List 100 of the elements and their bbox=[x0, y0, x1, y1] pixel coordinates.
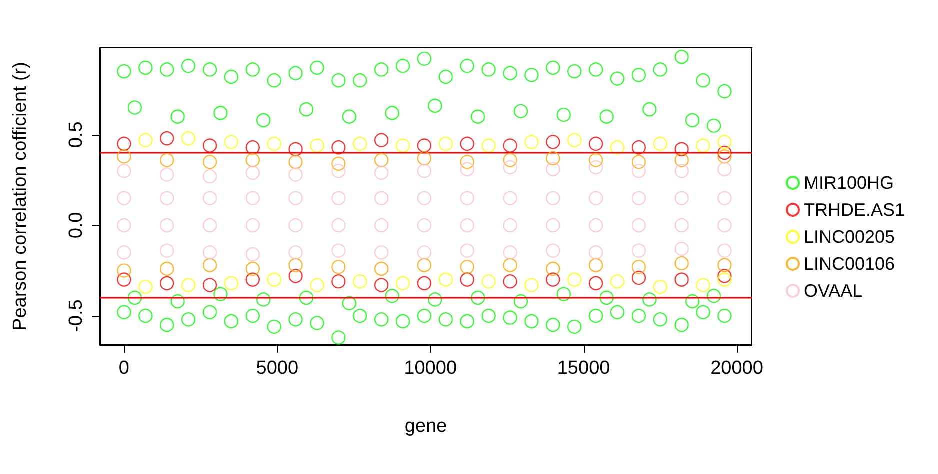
x-tick-label: 5000 bbox=[256, 358, 299, 379]
point bbox=[417, 164, 432, 178]
point bbox=[160, 244, 174, 258]
point bbox=[546, 272, 560, 287]
x-tick-label: 20000 bbox=[710, 358, 764, 379]
point bbox=[288, 154, 303, 170]
point bbox=[417, 258, 432, 272]
point bbox=[160, 218, 174, 233]
point bbox=[632, 218, 646, 233]
point bbox=[374, 246, 389, 260]
point bbox=[117, 264, 132, 278]
point bbox=[503, 160, 518, 175]
point bbox=[674, 242, 689, 256]
point bbox=[460, 218, 474, 233]
legend-label: MIR100HG bbox=[804, 173, 894, 193]
point bbox=[674, 256, 689, 271]
point bbox=[374, 278, 389, 292]
point bbox=[438, 136, 454, 152]
point bbox=[503, 191, 518, 206]
point bbox=[696, 278, 710, 292]
point bbox=[117, 246, 132, 260]
point bbox=[546, 162, 560, 176]
legend-label: LINC00205 bbox=[804, 227, 896, 247]
point bbox=[202, 138, 218, 153]
point bbox=[267, 136, 282, 152]
point bbox=[568, 133, 582, 148]
point bbox=[310, 278, 324, 292]
point bbox=[610, 140, 625, 155]
point bbox=[288, 269, 303, 284]
point bbox=[224, 276, 239, 291]
point bbox=[674, 191, 689, 206]
point bbox=[460, 154, 474, 170]
point bbox=[202, 169, 218, 184]
point bbox=[117, 164, 132, 178]
point bbox=[460, 162, 474, 176]
point bbox=[718, 258, 732, 272]
point bbox=[674, 164, 689, 178]
point bbox=[417, 191, 432, 206]
point bbox=[653, 280, 668, 294]
point bbox=[632, 154, 646, 170]
point bbox=[310, 138, 324, 153]
point bbox=[718, 162, 732, 176]
point bbox=[503, 258, 518, 272]
point bbox=[718, 269, 732, 284]
point bbox=[718, 150, 732, 164]
point bbox=[588, 246, 604, 260]
y-tick-label: 0.0 bbox=[66, 212, 87, 239]
point bbox=[181, 278, 196, 292]
point bbox=[246, 153, 260, 168]
y-axis-title: Pearson correlation cofficient (r) bbox=[10, 62, 31, 331]
point bbox=[503, 218, 518, 233]
point bbox=[696, 138, 710, 153]
point bbox=[674, 272, 689, 287]
point bbox=[417, 138, 432, 153]
point bbox=[332, 218, 346, 233]
point bbox=[374, 166, 389, 180]
point bbox=[546, 151, 560, 166]
point bbox=[546, 191, 560, 206]
point bbox=[396, 276, 410, 291]
point bbox=[332, 260, 346, 274]
point bbox=[374, 262, 389, 276]
point bbox=[288, 258, 303, 272]
point bbox=[332, 274, 346, 289]
x-tick-label: 10000 bbox=[404, 358, 458, 379]
point bbox=[460, 136, 474, 152]
point bbox=[417, 276, 432, 291]
point bbox=[332, 191, 346, 206]
point bbox=[224, 135, 239, 150]
point bbox=[503, 138, 518, 153]
point bbox=[374, 191, 389, 206]
point bbox=[460, 191, 474, 206]
point bbox=[117, 218, 132, 233]
point bbox=[160, 262, 174, 276]
point bbox=[718, 146, 732, 160]
point bbox=[503, 246, 518, 260]
point bbox=[503, 274, 518, 289]
point bbox=[632, 164, 646, 178]
point bbox=[374, 133, 389, 148]
point bbox=[353, 136, 368, 152]
point bbox=[460, 244, 474, 258]
point bbox=[246, 191, 260, 206]
point bbox=[482, 138, 496, 153]
point bbox=[288, 191, 303, 206]
point bbox=[202, 258, 218, 272]
point bbox=[546, 262, 560, 276]
point bbox=[246, 262, 260, 276]
point bbox=[718, 272, 732, 287]
point bbox=[632, 260, 646, 274]
y-tick-label: -0.5 bbox=[66, 300, 87, 332]
point bbox=[117, 150, 132, 164]
point bbox=[332, 164, 346, 178]
point bbox=[202, 246, 218, 260]
point bbox=[588, 276, 604, 291]
point bbox=[160, 276, 174, 291]
point bbox=[353, 274, 368, 289]
point bbox=[588, 136, 604, 152]
point bbox=[202, 191, 218, 206]
point bbox=[160, 131, 174, 146]
point bbox=[588, 258, 604, 272]
legend-label: TRHDE.AS1 bbox=[804, 200, 906, 220]
